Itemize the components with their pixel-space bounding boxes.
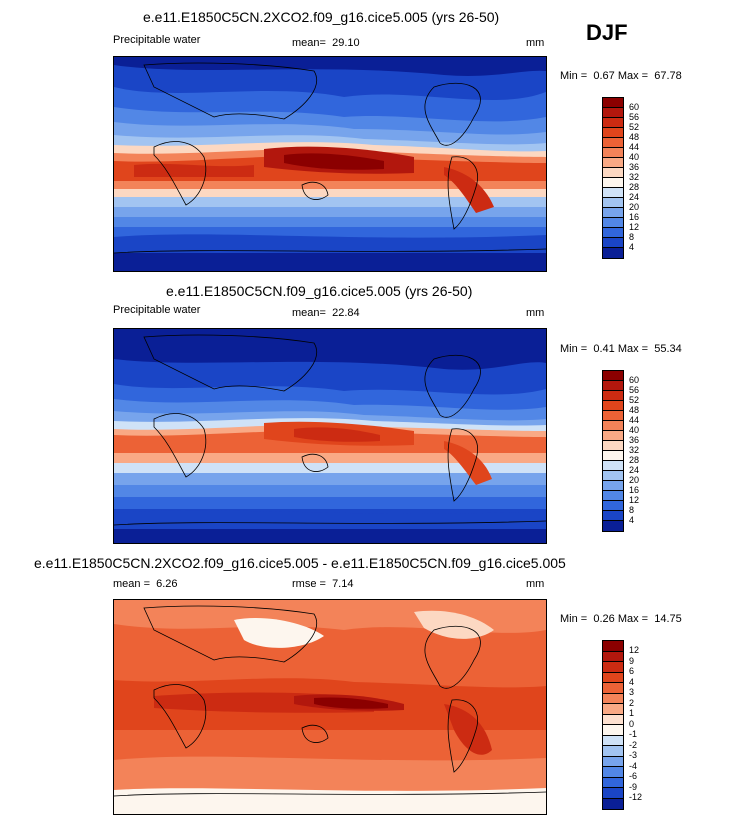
colorbar-tick: 60 — [629, 375, 640, 385]
panel-2-min-max: Min = 0.41 Max = 55.34 — [560, 343, 682, 355]
colorbar-tick: 16 — [629, 485, 640, 495]
panel-1-map — [113, 56, 547, 272]
colorbar-tick: 52 — [629, 122, 640, 132]
colorbar-tick: 36 — [629, 435, 640, 445]
colorbar-tick: 8 — [629, 505, 635, 515]
colorbar-tick: 56 — [629, 385, 640, 395]
panel-2-title: e.e11.E1850C5CN.f09_g16.cice5.005 (yrs 2… — [166, 283, 473, 299]
colorbar-tick: 52 — [629, 395, 640, 405]
panel-1-mean: mean= 29.10 — [292, 37, 360, 49]
colorbar-tick: 56 — [629, 112, 640, 122]
panel-3-units: mm — [526, 578, 545, 590]
colorbar-tick: 0 — [629, 718, 635, 729]
panel-1-variable-label: Precipitable water — [113, 34, 201, 46]
colorbar-tick: 28 — [629, 455, 640, 465]
colorbar-tick: 44 — [629, 415, 640, 425]
season-label: DJF — [586, 20, 628, 45]
colorbar-tick: 20 — [629, 475, 640, 485]
panel-2-colorbar — [602, 370, 624, 532]
panel-3-map — [113, 599, 547, 815]
panel-3-min-max: Min = 0.26 Max = 14.75 — [560, 613, 682, 625]
colorbar-tick: 16 — [629, 212, 640, 222]
panel-1-units: mm — [526, 37, 545, 49]
colorbar-tick: 3 — [629, 687, 635, 697]
colorbar-tick: 12 — [629, 222, 640, 232]
colorbar-tick: 4 — [629, 676, 635, 687]
colorbar-tick: 9 — [629, 655, 635, 666]
colorbar-tick: 24 — [629, 192, 640, 202]
colorbar-tick: 32 — [629, 172, 640, 182]
colorbar-tick: -4 — [629, 760, 638, 771]
colorbar-tick: -9 — [629, 781, 638, 792]
colorbar-tick: 2 — [629, 697, 635, 708]
colorbar-tick: 20 — [629, 202, 640, 212]
colorbar-tick: 28 — [629, 182, 640, 192]
colorbar-tick: 40 — [629, 152, 640, 162]
colorbar-tick: -2 — [629, 739, 638, 750]
colorbar-tick: -3 — [629, 750, 638, 760]
panel-3-title: e.e11.E1850C5CN.2XCO2.f09_g16.cice5.005 … — [34, 555, 566, 571]
colorbar-tick: 40 — [629, 425, 640, 435]
colorbar-tick: 48 — [629, 132, 640, 142]
colorbar-tick: 8 — [629, 232, 635, 242]
panel-1-colorbar — [602, 97, 624, 259]
panel-1-title: e.e11.E1850C5CN.2XCO2.f09_g16.cice5.005 … — [143, 9, 500, 25]
panel-2-variable-label: Precipitable water — [113, 304, 201, 316]
panel-3-colorbar — [602, 640, 624, 810]
colorbar-tick: 48 — [629, 405, 640, 415]
colorbar-tick: 1 — [629, 708, 635, 718]
panel-3-mean: mean = 6.26 — [113, 578, 178, 590]
colorbar-tick: -12 — [629, 792, 643, 802]
colorbar-tick: 36 — [629, 162, 640, 172]
colorbar-tick: 12 — [629, 645, 640, 655]
colorbar-tick: 12 — [629, 495, 640, 505]
colorbar-tick: -6 — [629, 771, 638, 781]
colorbar-tick: 6 — [629, 666, 635, 676]
colorbar-tick: 60 — [629, 102, 640, 112]
panel-1-min-max: Min = 0.67 Max = 67.78 — [560, 70, 682, 82]
panel-2-units: mm — [526, 307, 545, 319]
colorbar-tick: 44 — [629, 142, 640, 152]
panel-3-rmse: rmse = 7.14 — [292, 578, 354, 590]
colorbar-tick: 4 — [629, 515, 635, 525]
colorbar-tick: 24 — [629, 465, 640, 475]
colorbar-tick: 4 — [629, 242, 635, 252]
panel-2-map — [113, 328, 547, 544]
colorbar-tick: -1 — [629, 729, 638, 739]
colorbar-tick: 32 — [629, 445, 640, 455]
panel-2-mean: mean= 22.84 — [292, 307, 360, 319]
